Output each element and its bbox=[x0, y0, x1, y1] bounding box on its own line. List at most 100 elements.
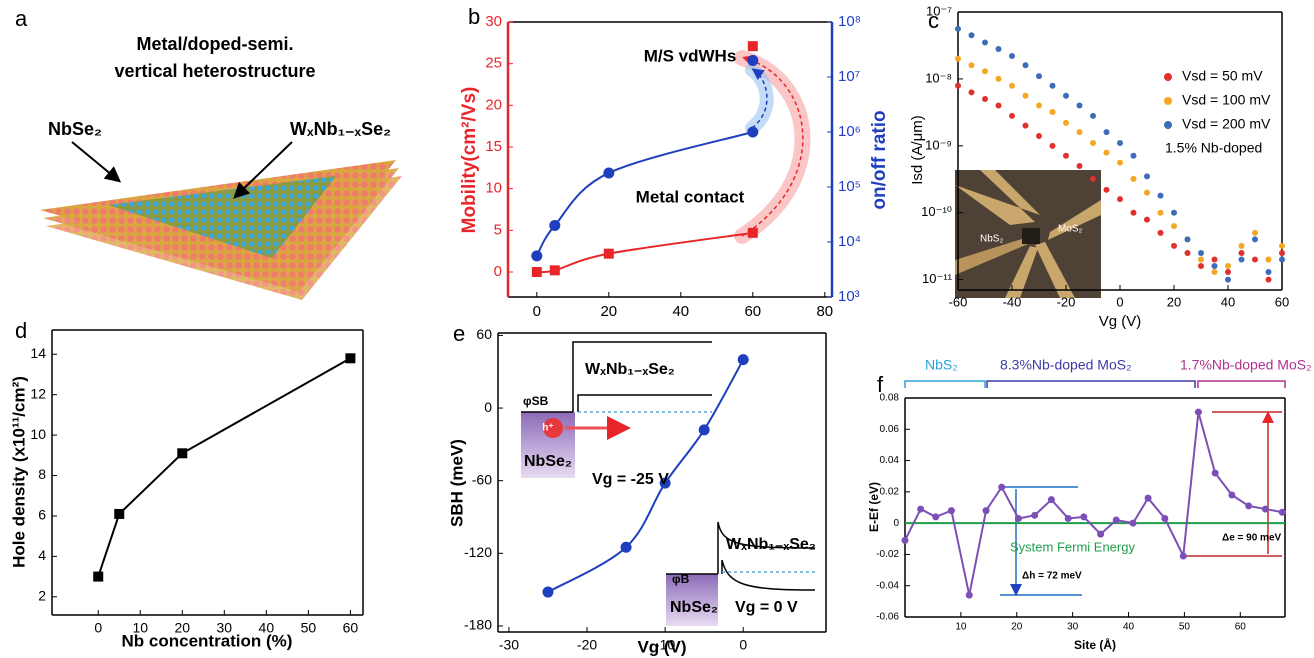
data-point bbox=[698, 424, 710, 436]
data-point bbox=[1265, 256, 1272, 263]
data-point bbox=[1144, 189, 1150, 196]
annotation: Δe = 90 meV bbox=[1222, 533, 1282, 544]
y-axis-title: Hole density (x10¹¹/cm²) bbox=[9, 376, 28, 568]
data-point bbox=[901, 536, 909, 544]
data-point bbox=[1090, 112, 1096, 119]
x-tick-label: -40 bbox=[1003, 294, 1022, 309]
y-tick-label: 10⁻¹⁰ bbox=[921, 204, 952, 219]
data-point bbox=[995, 45, 1002, 52]
data-point bbox=[1130, 152, 1137, 159]
x-tick-label: 10 bbox=[955, 622, 967, 633]
band-diagram-insets bbox=[521, 341, 816, 626]
data-point bbox=[1184, 250, 1191, 257]
panel-title: Metal/doped-semi. bbox=[136, 34, 293, 54]
x-tick-label: 40 bbox=[672, 303, 689, 320]
data-point bbox=[1278, 508, 1286, 516]
annotation: Δh = 72 meV bbox=[1022, 571, 1082, 582]
legend-marker bbox=[1164, 73, 1172, 81]
y-tick-label: 0 bbox=[484, 399, 492, 415]
y-tick-label: 0 bbox=[893, 518, 899, 529]
y2-tick-label: 10⁷ bbox=[838, 68, 860, 85]
legend-marker bbox=[1164, 97, 1172, 105]
annotation: Vg = -25 V bbox=[592, 471, 669, 488]
annotation: System Fermi Energy bbox=[1010, 539, 1135, 554]
y-tick-label: 4 bbox=[38, 547, 46, 563]
annotation: MoS₂ bbox=[1058, 224, 1083, 235]
y-tick-label: 2 bbox=[38, 588, 46, 604]
y-tick-label: 15 bbox=[485, 138, 502, 155]
annotation: 1.7%Nb-doped MoS₂ bbox=[1180, 357, 1312, 373]
y-tick-label: -0.06 bbox=[876, 612, 899, 623]
y-tick-label: 60 bbox=[476, 326, 492, 342]
x-tick-label: 60 bbox=[1275, 294, 1289, 309]
x-tick-label: 0 bbox=[739, 637, 747, 653]
data-point bbox=[995, 102, 1002, 109]
data-point bbox=[1225, 276, 1231, 283]
data-point bbox=[995, 75, 1002, 82]
y-tick-label: 30 bbox=[485, 13, 502, 30]
panel-label: b bbox=[468, 4, 480, 29]
x-axis-title: Vg (V) bbox=[1099, 313, 1142, 330]
data-point bbox=[1171, 242, 1177, 249]
data-point bbox=[1009, 52, 1015, 59]
y-tick-label: 10⁻⁸ bbox=[925, 70, 952, 85]
annotation: WₓNb₁₋ₓSe₂ bbox=[585, 361, 675, 378]
y-tick-label: 14 bbox=[30, 345, 46, 361]
x-tick-label: 80 bbox=[816, 303, 833, 320]
y-tick-label: 10⁻¹¹ bbox=[922, 271, 953, 286]
y-axis-title: SBH (meV) bbox=[447, 439, 466, 527]
x-tick-label: 40 bbox=[1123, 622, 1135, 633]
data-point bbox=[1063, 152, 1069, 159]
data-point bbox=[982, 96, 988, 103]
x-tick-label: -30 bbox=[499, 637, 519, 653]
data-point bbox=[1228, 491, 1236, 499]
data-point bbox=[659, 477, 671, 489]
y-tick-label: 5 bbox=[494, 221, 502, 238]
transition-arrows bbox=[734, 50, 811, 244]
data-point bbox=[1063, 119, 1069, 126]
data-point bbox=[345, 353, 356, 364]
annotation: NbSe₂ bbox=[524, 453, 572, 470]
y-tick-label: 10⁻⁷ bbox=[926, 3, 952, 18]
data-point bbox=[1112, 516, 1120, 524]
y-axis-title: Mobility(cm²/Vs) bbox=[459, 87, 480, 234]
data-point bbox=[1036, 102, 1042, 109]
series-line bbox=[535, 131, 754, 257]
data-point bbox=[93, 571, 104, 582]
y2-tick-label: 10³ bbox=[838, 288, 860, 305]
data-point bbox=[531, 250, 543, 262]
y2-axis-title: on/off ratio bbox=[869, 110, 890, 209]
data-point bbox=[1076, 162, 1083, 169]
data-point bbox=[1036, 133, 1042, 140]
data-point bbox=[1049, 142, 1056, 149]
x-axis-title: Site (Å) bbox=[1074, 637, 1116, 652]
data-point bbox=[1097, 530, 1105, 538]
data-point bbox=[1279, 242, 1285, 249]
y-tick-label: 8 bbox=[38, 466, 46, 482]
data-point bbox=[1171, 223, 1177, 230]
data-point bbox=[747, 41, 758, 52]
legend-label: Vsd = 50 mV bbox=[1182, 68, 1263, 84]
data-point bbox=[549, 219, 561, 231]
legend-label: Vsd = 100 mV bbox=[1182, 92, 1271, 108]
data-point bbox=[747, 227, 758, 238]
panel-label: d bbox=[15, 318, 27, 343]
data-point bbox=[747, 126, 759, 138]
data-point bbox=[1184, 236, 1191, 243]
y-tick-label: 0.06 bbox=[880, 424, 900, 435]
data-point bbox=[1129, 519, 1137, 527]
data-point bbox=[1179, 552, 1187, 560]
x-tick-label: -60 bbox=[949, 294, 968, 309]
panel-label: e bbox=[453, 321, 465, 346]
data-point bbox=[1049, 82, 1056, 89]
data-point bbox=[603, 248, 614, 259]
data-point bbox=[1157, 229, 1164, 236]
data-point bbox=[1225, 269, 1231, 276]
data-point bbox=[1090, 140, 1096, 147]
data-point bbox=[1211, 262, 1218, 269]
data-point bbox=[1009, 82, 1015, 89]
data-point bbox=[968, 89, 975, 96]
data-point bbox=[955, 82, 961, 89]
data-point bbox=[982, 507, 990, 515]
y-tick-label: -60 bbox=[472, 471, 492, 487]
